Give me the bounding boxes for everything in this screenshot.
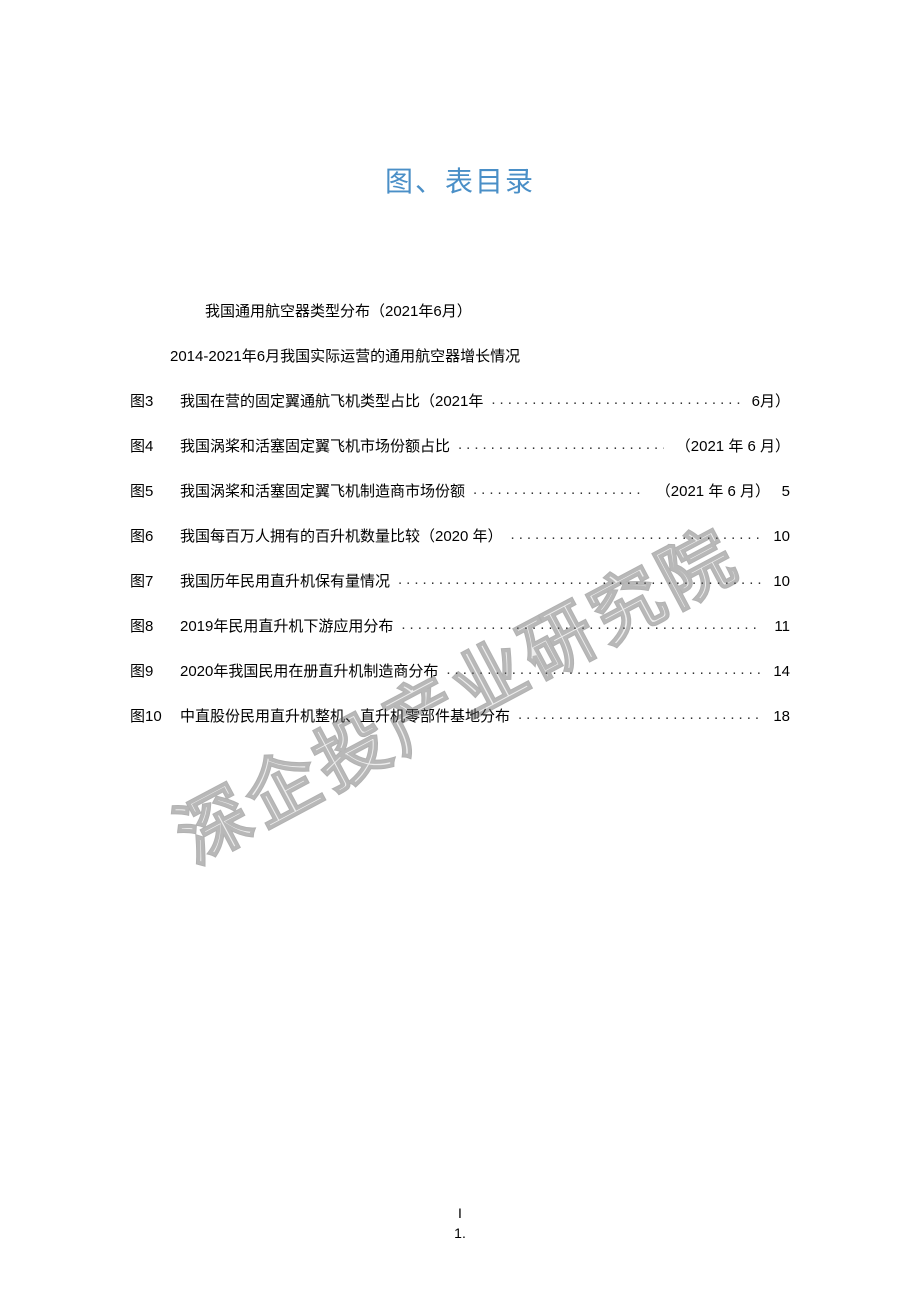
toc-text: 我国涡桨和活塞固定翼飞机市场份额占比 [180,435,450,456]
toc-page-number: 11 [770,618,790,635]
toc-text: 2020年我国民用在册直升机制造商分布 [180,660,438,681]
toc-item: 图92020年我国民用在册直升机制造商分布 14 [130,660,790,681]
toc-page-number: 14 [770,663,790,680]
toc-label: 图10 [130,705,180,726]
toc-item: 图6我国每百万人拥有的百升机数量比较（2020 年） 10 [130,525,790,546]
toc-text: 我国历年民用直升机保有量情况 [180,570,390,591]
footer-roman: I [0,1205,920,1221]
toc-item: 我国通用航空器类型分布（2021年6月） [130,300,790,321]
toc-page-number: 5 [770,483,790,500]
toc-label: 图3 [130,390,180,411]
page-title: 图、表目录 [130,160,790,200]
toc-label: 图9 [130,660,180,681]
toc-page-number: 10 [770,573,790,590]
toc-text: 我国涡桨和活塞固定翼飞机制造商市场份额 [180,480,465,501]
table-of-figures: 我国通用航空器类型分布（2021年6月） 2014-2021年6月我国实际运营的通… [130,300,790,726]
toc-suffix: （2021 年 6 月） [676,435,790,456]
toc-text: 2014-2021年6月我国实际运营的通用航空器增长情况 [170,345,520,366]
toc-label: 图6 [130,525,180,546]
toc-page-number: 18 [770,708,790,725]
toc-dots [398,571,762,586]
page-footer: I 1. [0,1205,920,1241]
toc-page-number: 10 [770,528,790,545]
toc-text: 我国通用航空器类型分布（2021年6月） [205,300,472,321]
toc-item: 图7我国历年民用直升机保有量情况 10 [130,570,790,591]
page-container: 图、表目录 我国通用航空器类型分布（2021年6月） 2014-2021年6月我国… [0,0,920,1301]
toc-item: 图4我国涡桨和活塞固定翼飞机市场份额占比 （2021 年 6 月） [130,435,790,456]
toc-text: 2019年民用直升机下游应用分布 [180,615,393,636]
toc-item: 图10中直股份民用直升机整机、直升机零部件基地分布 18 [130,705,790,726]
toc-dots [446,661,762,676]
toc-text: 中直股份民用直升机整机、直升机零部件基地分布 [180,705,510,726]
toc-item: 图3我国在营的固定翼通航飞机类型占比（2021年 6月） [130,390,790,411]
toc-item: 图82019年民用直升机下游应用分布 11 [130,615,790,636]
toc-suffix: （2021 年 6 月） [656,480,770,501]
toc-label: 图7 [130,570,180,591]
toc-suffix: 6月） [752,390,790,411]
toc-dots [518,706,762,721]
toc-label: 图4 [130,435,180,456]
toc-dots [511,526,762,541]
toc-label: 图5 [130,480,180,501]
toc-text: 我国每百万人拥有的百升机数量比较（2020 年） [180,525,503,546]
toc-dots [401,616,762,631]
toc-item: 图5我国涡桨和活塞固定翼飞机制造商市场份额 （2021 年 6 月）5 [130,480,790,501]
footer-number: 1. [0,1225,920,1241]
toc-text: 我国在营的固定翼通航飞机类型占比（2021年 [180,390,483,411]
toc-dots [491,391,739,406]
toc-dots [458,436,664,451]
toc-item: 2014-2021年6月我国实际运营的通用航空器增长情况 [130,345,790,366]
toc-dots [473,481,644,496]
toc-label: 图8 [130,615,180,636]
